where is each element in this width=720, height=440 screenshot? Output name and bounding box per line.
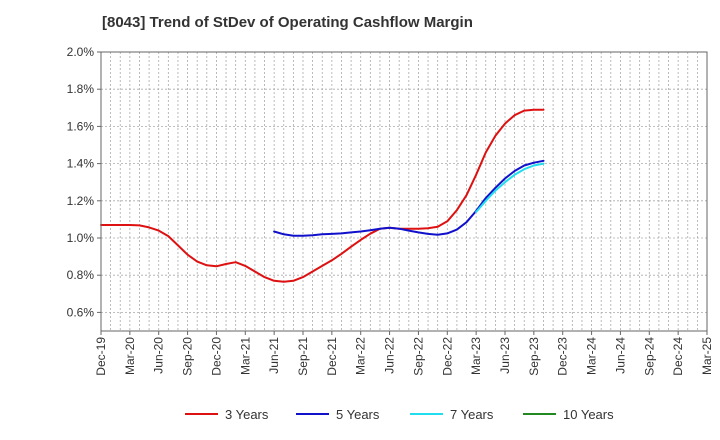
x-tick-label: Sep-22 [411, 337, 425, 376]
y-axis: 2.0% 1.8% 1.6% 1.4% 1.2% 1.0% 0.8% 0.6% [67, 45, 101, 319]
x-tick-label: Sep-23 [527, 337, 541, 376]
series-line-7-years [475, 162, 545, 213]
legend: 3 Years 5 Years 7 Years 10 Years [185, 407, 614, 422]
x-tick-label: Dec-19 [94, 337, 108, 376]
y-tick-label: 0.6% [67, 305, 95, 319]
y-tick-label: 1.8% [67, 82, 95, 96]
legend-label-7-years: 7 Years [450, 407, 494, 422]
series-line-3-years [100, 108, 545, 283]
x-tick-label: Dec-20 [209, 337, 223, 376]
series-line-5-years [273, 159, 545, 237]
series-layer [100, 108, 545, 283]
x-tick-label: Sep-20 [181, 337, 195, 376]
x-tick-label: Dec-21 [325, 337, 339, 376]
y-tick-label: 1.0% [67, 231, 95, 245]
y-tick-label: 1.6% [67, 119, 95, 133]
y-tick-label: 1.2% [67, 194, 95, 208]
legend-label-3-years: 3 Years [225, 407, 269, 422]
x-tick-label: Sep-24 [642, 337, 656, 376]
legend-label-10-years: 10 Years [563, 407, 614, 422]
x-tick-label: Jun-23 [498, 337, 512, 374]
x-tick-label: Mar-23 [469, 337, 483, 375]
chart-title: [8043] Trend of StDev of Operating Cashf… [102, 14, 473, 31]
x-axis: Dec-19 Mar-20 Jun-20 Sep-20 Dec-20 Mar-21 Jun-… [94, 331, 714, 376]
plot-frame [100, 51, 708, 332]
x-tick-label: Dec-22 [440, 337, 454, 376]
x-tick-label: Jun-22 [383, 337, 397, 374]
x-tick-label: Mar-25 [700, 337, 714, 375]
x-tick-label: Mar-21 [238, 337, 252, 375]
x-tick-label: Mar-24 [585, 337, 599, 375]
y-tick-label: 1.4% [67, 157, 95, 171]
x-tick-label: Jun-20 [152, 337, 166, 374]
x-tick-label: Dec-24 [671, 337, 685, 376]
y-tick-label: 0.8% [67, 268, 95, 282]
plot-background [101, 52, 707, 331]
x-tick-label: Dec-23 [556, 337, 570, 376]
y-tick-label: 2.0% [67, 45, 95, 59]
x-tick-label: Sep-21 [296, 337, 310, 376]
x-tick-label: Mar-22 [354, 337, 368, 375]
legend-label-5-years: 5 Years [336, 407, 380, 422]
x-tick-label: Mar-20 [123, 337, 137, 375]
x-tick-label: Jun-24 [613, 337, 627, 374]
x-tick-label: Jun-21 [267, 337, 281, 374]
grid-layer [101, 52, 707, 331]
